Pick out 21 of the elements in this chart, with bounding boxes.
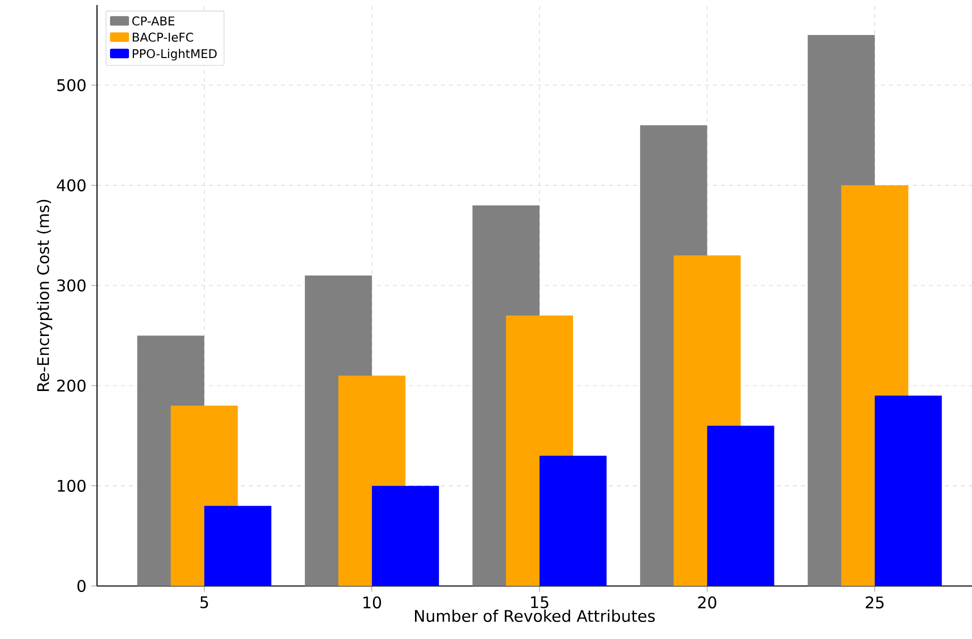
x-tick-label: 20 [698,596,716,608]
bar [372,486,439,586]
y-tick-label: 200 [57,380,86,392]
y-tick-label: 300 [57,279,86,292]
bar [874,396,942,586]
y-tick-label: 0 [77,580,86,592]
x-tick-label: 10 [363,596,382,608]
y-tick-label: 500 [57,79,86,92]
bar [707,426,774,586]
x-tick-label: 25 [866,596,884,608]
y-tick-label: 100 [58,480,86,492]
x-tick-label: 15 [531,596,548,608]
bar [204,506,272,586]
x-axis-title: Number of Revoked Attributes [415,610,655,622]
legend-label: CP-ABE [132,16,174,26]
legend-label: PPO-LightMED [132,48,217,60]
x-tick-label: 5 [200,596,208,608]
y-tick-label: 400 [56,179,86,192]
legend-label: BACP-IeFC [132,32,194,42]
bar [540,456,607,586]
y-axis-title: Re-Encryption Cost (ms) [36,200,52,391]
